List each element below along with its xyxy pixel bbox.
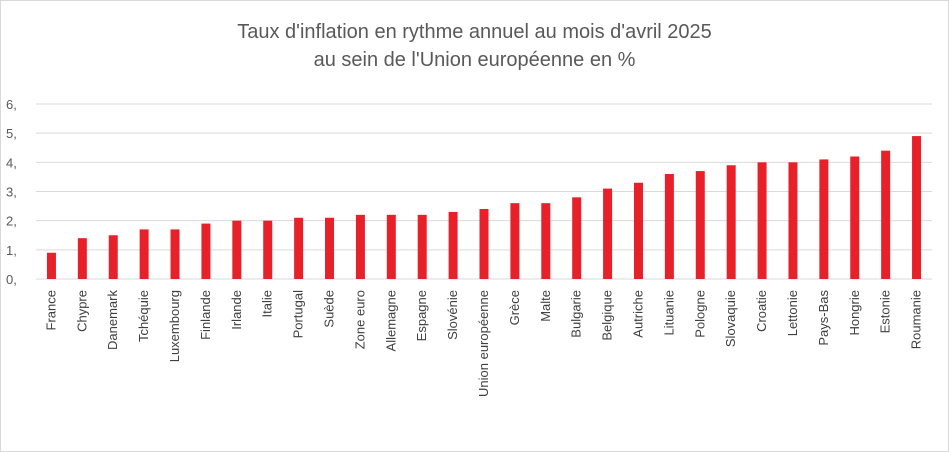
bar [479,209,489,279]
x-tick-label: Zone euro [352,290,367,349]
x-tick-label: Estonie [878,290,893,333]
y-tick-label: 6, [6,97,17,112]
x-tick-label: Chypre [74,290,89,332]
bar [417,214,427,279]
bar [788,162,798,279]
bar [263,220,273,279]
bar [695,171,705,279]
x-tick-label: Danemark [105,290,120,350]
bar [448,211,458,279]
x-tick-label: Belgique [600,290,615,341]
bar [108,235,118,279]
bar [170,229,180,279]
x-tick-label: Finlande [198,290,213,340]
chart-title-line-1: Taux d'inflation en rythme annuel au moi… [237,21,712,43]
x-tick-label: Slovénie [445,290,460,340]
x-tick-label: Autriche [630,290,645,338]
bar [912,136,922,279]
chart-title-line-2: au sein de l'Union européenne en % [313,49,636,71]
bar [633,182,643,279]
bar [881,150,891,279]
x-tick-label: Bulgarie [569,290,584,338]
x-tick-label: Grèce [507,290,522,325]
x-tick-label: Lettonie [785,290,800,336]
bar [603,188,613,279]
x-tick-label: Union européenne [476,290,491,397]
bar [232,220,242,279]
bar [139,229,149,279]
bar [294,217,304,279]
bar [77,238,87,279]
x-tick-label: Suède [322,290,337,328]
bar [757,162,767,279]
x-tick-label: Croatie [754,290,769,332]
x-tick-label: Lituanie [661,290,676,336]
bar [572,197,582,279]
bar [386,214,396,279]
chart-title: Taux d'inflation en rythme annuel au moi… [0,18,949,74]
x-tick-label: Irlande [229,290,244,330]
bar [46,252,56,279]
bar [510,203,520,279]
y-tick-label: 0, [6,272,17,287]
bar [355,214,365,279]
y-tick-label: 5, [6,126,17,141]
x-tick-label: Tchéquie [136,290,151,342]
bar [664,174,674,279]
x-tick-label: Espagne [414,290,429,341]
x-tick-label: Luxembourg [167,290,182,362]
x-tick-label: Roumanie [909,290,924,349]
y-tick-label: 3, [6,185,17,200]
x-tick-label: Pays-Bas [816,290,831,346]
y-tick-label: 2, [6,214,17,229]
x-tick-label: Pologne [692,290,707,338]
x-tick-label: France [43,290,58,330]
y-tick-label: 4, [6,155,17,170]
y-tick-label: 1, [6,243,17,258]
x-tick-label: Slovaquie [723,290,738,347]
x-tick-label: Portugal [291,290,306,339]
bar [201,223,211,279]
x-tick-label: Hongrie [847,290,862,336]
x-tick-label: Italie [260,290,275,317]
bar [850,156,860,279]
x-tick-label: Allemagne [383,290,398,351]
x-tick-label: Malte [538,290,553,322]
bar [325,217,335,279]
bar [541,203,551,279]
bar [819,159,829,279]
bar [726,165,736,279]
